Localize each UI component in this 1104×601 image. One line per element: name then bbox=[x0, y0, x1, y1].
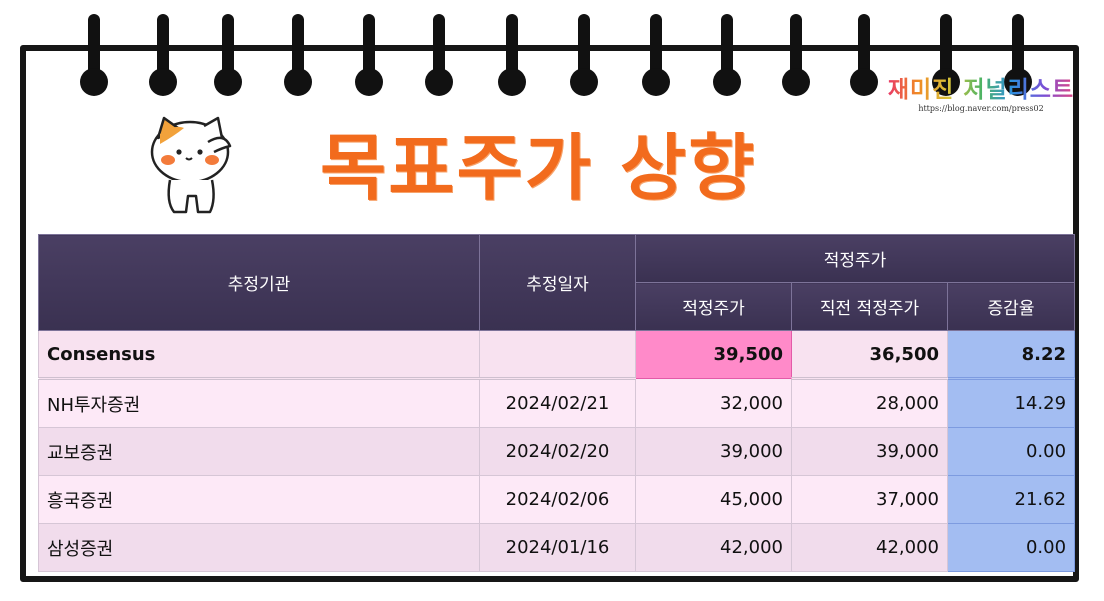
binder-ring-icon bbox=[498, 14, 526, 96]
binder-ring-icon bbox=[782, 14, 810, 96]
binder-ring-icon bbox=[284, 14, 312, 96]
header-prev-target: 직전 적정주가 bbox=[791, 282, 948, 331]
consensus-prev-target: 36,500 bbox=[791, 330, 948, 380]
binder-ring-icon bbox=[214, 14, 242, 96]
header-date: 추정일자 bbox=[479, 234, 636, 331]
consensus-target: 39,500 bbox=[635, 330, 792, 379]
row-change: 0.00 bbox=[946, 427, 1076, 476]
cat-saluting-icon bbox=[150, 116, 232, 214]
binder-ring-icon bbox=[642, 14, 670, 96]
row-date: 2024/02/21 bbox=[479, 378, 636, 428]
binder-ring-icon bbox=[713, 14, 741, 96]
row-agency: NH투자증권 bbox=[38, 378, 480, 428]
binder-ring-icon bbox=[932, 14, 960, 96]
table-row: NH투자증권 2024/02/21 32,000 28,000 14.29 bbox=[38, 378, 1076, 428]
binder-ring-icon bbox=[850, 14, 878, 96]
row-change: 0.00 bbox=[946, 523, 1076, 572]
brand-title: 재미진 저널리스트 bbox=[887, 77, 1075, 103]
table-row: 교보증권 2024/02/20 39,000 39,000 0.00 bbox=[38, 427, 1076, 476]
table-row: 삼성증권 2024/01/16 42,000 42,000 0.00 bbox=[38, 523, 1076, 572]
header-agency: 추정기관 bbox=[38, 234, 480, 331]
binder-ring-icon bbox=[80, 14, 108, 96]
row-date: 2024/01/16 bbox=[479, 523, 636, 572]
row-prev-target: 28,000 bbox=[791, 378, 948, 428]
consensus-change: 8.22 bbox=[946, 330, 1076, 380]
table-row: 흥국증권 2024/02/06 45,000 37,000 21.62 bbox=[38, 475, 1076, 524]
brand-logo: 재미진 저널리스트 https://blog.naver.com/press02 bbox=[886, 76, 1076, 113]
row-target: 32,000 bbox=[635, 378, 792, 428]
binder-ring-icon bbox=[570, 14, 598, 96]
binder-ring-icon bbox=[355, 14, 383, 96]
row-target: 42,000 bbox=[635, 523, 792, 572]
row-agency: 삼성증권 bbox=[38, 523, 480, 572]
target-price-table: 추정기관 추정일자 적정주가 적정주가 직전 적정주가 증감율 Consensu… bbox=[38, 234, 1076, 572]
row-change: 21.62 bbox=[946, 475, 1076, 524]
row-agency: 흥국증권 bbox=[38, 475, 480, 524]
binder-ring-icon bbox=[149, 14, 177, 96]
row-target: 39,000 bbox=[635, 427, 792, 476]
row-target: 45,000 bbox=[635, 475, 792, 524]
consensus-agency: Consensus bbox=[38, 330, 480, 380]
page-title: 목표주가 상향 bbox=[320, 126, 757, 210]
header-change: 증감율 bbox=[946, 282, 1076, 331]
header-target: 적정주가 bbox=[635, 282, 792, 331]
header-target-group: 적정주가 bbox=[634, 234, 1076, 283]
binder-ring-icon bbox=[1004, 14, 1032, 96]
consensus-row: Consensus 39,500 36,500 8.22 bbox=[38, 330, 1076, 380]
brand-url: https://blog.naver.com/press02 bbox=[918, 104, 1044, 113]
row-prev-target: 42,000 bbox=[791, 523, 948, 572]
row-date: 2024/02/20 bbox=[479, 427, 636, 476]
row-date: 2024/02/06 bbox=[479, 475, 636, 524]
row-prev-target: 37,000 bbox=[791, 475, 948, 524]
binder-ring-icon bbox=[425, 14, 453, 96]
consensus-date bbox=[479, 330, 636, 380]
row-prev-target: 39,000 bbox=[791, 427, 948, 476]
row-agency: 교보증권 bbox=[38, 427, 480, 476]
row-change: 14.29 bbox=[946, 378, 1076, 428]
